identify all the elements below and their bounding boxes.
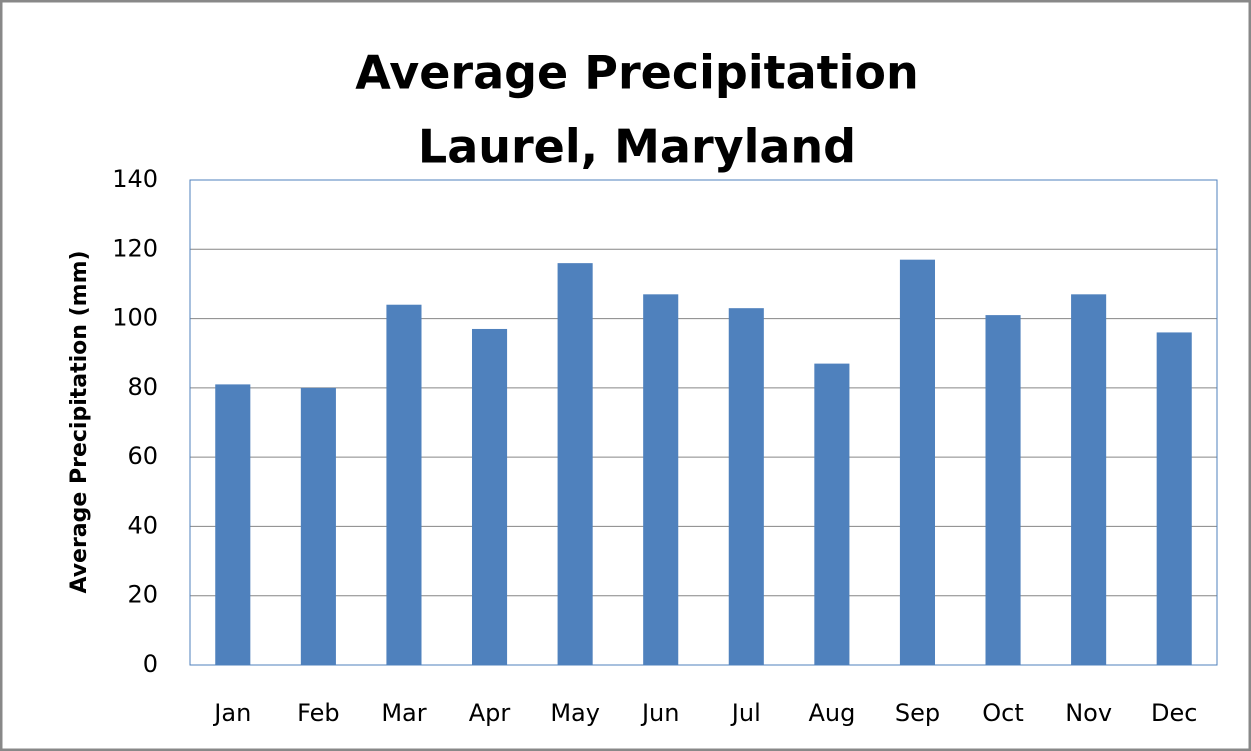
x-tick-label: Jul bbox=[730, 699, 761, 727]
x-tick-label: Jan bbox=[212, 699, 251, 727]
x-tick-label: Jun bbox=[640, 699, 680, 727]
x-tick-label: Dec bbox=[1151, 699, 1197, 727]
bar bbox=[557, 263, 593, 665]
bar bbox=[386, 304, 422, 665]
y-tick-label: 80 bbox=[127, 373, 158, 401]
y-tick-label: 60 bbox=[127, 442, 158, 470]
bar bbox=[899, 259, 936, 665]
bar bbox=[215, 384, 251, 665]
chart-title: Average Precipitation bbox=[355, 46, 918, 100]
y-axis-label: Average Precipitation (mm) bbox=[67, 250, 92, 593]
y-tick-label: 120 bbox=[112, 234, 158, 262]
bar bbox=[643, 294, 679, 665]
y-tick-label: 140 bbox=[112, 165, 158, 193]
x-tick-label: Mar bbox=[381, 699, 426, 727]
bar bbox=[1071, 294, 1107, 665]
chart-subtitle: Laurel, Maryland bbox=[418, 120, 856, 174]
bar bbox=[300, 387, 336, 665]
y-tick-label: 0 bbox=[143, 650, 158, 678]
x-tick-label: May bbox=[550, 699, 600, 727]
x-tick-label: Apr bbox=[469, 699, 511, 727]
x-tick-label: Feb bbox=[297, 699, 340, 727]
plot-border bbox=[189, 179, 1218, 666]
y-tick-label: 100 bbox=[112, 304, 158, 332]
y-tick-label: 40 bbox=[127, 511, 158, 539]
bar bbox=[471, 328, 508, 665]
x-tick-label: Nov bbox=[1065, 699, 1112, 727]
bar bbox=[985, 315, 1021, 665]
x-tick-label: Oct bbox=[982, 699, 1024, 727]
bar bbox=[814, 363, 850, 665]
bar bbox=[1156, 332, 1192, 665]
bar bbox=[728, 308, 764, 665]
x-tick-label: Sep bbox=[895, 699, 940, 727]
x-tick-label: Aug bbox=[808, 699, 855, 727]
y-tick-label: 20 bbox=[127, 581, 158, 609]
